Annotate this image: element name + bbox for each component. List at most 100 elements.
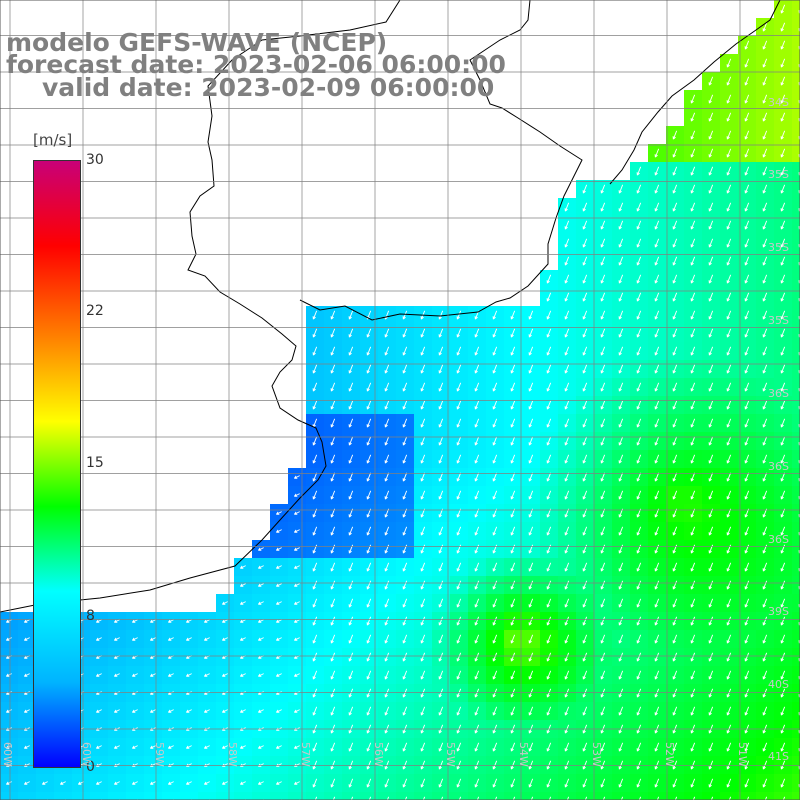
wind-arrow: [708, 778, 714, 788]
wind-arrow: [654, 364, 660, 374]
wind-arrow: [492, 490, 498, 500]
wind-arrow: [23, 745, 30, 749]
wind-arrow: [474, 778, 480, 788]
wind-arrow: [348, 454, 354, 464]
wind-arrow: [708, 184, 714, 194]
wind-arrow: [348, 760, 354, 770]
wind-arrow: [221, 709, 228, 713]
wind-arrow: [780, 346, 786, 356]
wind-cell: [792, 234, 800, 252]
wind-arrow: [420, 346, 426, 356]
wind-arrow: [744, 436, 750, 446]
wind-arrow: [528, 328, 534, 338]
wind-cell: [630, 792, 648, 800]
title-model: modelo GEFS-WAVE (NCEP): [6, 28, 388, 57]
wind-arrow: [600, 292, 606, 302]
wind-arrow: [762, 364, 768, 374]
wind-arrow: [510, 472, 516, 482]
wind-arrow: [654, 274, 660, 284]
lon-label: 57W: [299, 742, 312, 767]
wind-arrow: [366, 670, 372, 680]
wind-arrow: [348, 382, 354, 392]
wind-arrow: [546, 274, 552, 284]
wind-arrow: [672, 328, 678, 338]
wind-arrow: [330, 328, 336, 338]
wind-arrow: [762, 634, 768, 644]
wind-arrow: [764, 796, 768, 800]
wind-cell: [792, 18, 800, 36]
wind-arrow: [618, 562, 624, 572]
wind-cell: [792, 288, 800, 306]
wind-cell: [576, 792, 594, 800]
wind-arrow: [726, 220, 732, 230]
wind-arrow: [744, 490, 750, 500]
wind-arrow: [564, 598, 570, 608]
wind-arrow: [708, 688, 714, 698]
wind-arrow: [546, 688, 552, 698]
wind-arrow: [366, 436, 372, 446]
wind-arrow: [384, 562, 390, 572]
wind-arrow: [708, 112, 714, 122]
wind-arrow: [384, 580, 390, 590]
wind-arrow: [510, 616, 516, 626]
wind-arrow: [402, 418, 408, 428]
wind-arrow: [366, 418, 372, 428]
wind-arrow: [149, 763, 156, 767]
wind-arrow: [708, 274, 714, 284]
wind-arrow: [618, 418, 624, 428]
wind-arrow: [672, 166, 678, 176]
wind-arrow: [510, 580, 516, 590]
wind-arrow: [690, 400, 696, 410]
wind-arrow: [257, 583, 264, 587]
wind-arrow: [600, 310, 606, 320]
wind-arrow: [618, 328, 624, 338]
wind-arrow: [131, 745, 138, 749]
wind-arrow: [600, 436, 606, 446]
wind-arrow: [546, 634, 552, 644]
wind-arrow: [636, 256, 642, 266]
wind-cell: [270, 792, 288, 800]
wind-arrow: [708, 202, 714, 212]
wind-cell: [792, 72, 800, 90]
wind-arrow: [420, 472, 426, 482]
wind-arrow: [762, 472, 768, 482]
wind-arrow: [636, 220, 642, 230]
wind-arrow: [239, 781, 246, 785]
wind-arrow: [293, 529, 300, 533]
wind-arrow: [438, 598, 444, 608]
lat-label: 35S: [768, 314, 789, 327]
wind-arrow: [672, 760, 678, 770]
wind-arrow: [149, 619, 156, 623]
wind-arrow: [348, 742, 354, 752]
wind-arrow: [708, 238, 714, 248]
wind-arrow: [780, 292, 786, 302]
wind-arrow: [438, 778, 444, 788]
wind-arrow: [654, 346, 660, 356]
wind-arrow: [474, 328, 480, 338]
wind-arrow: [546, 364, 552, 374]
wind-arrow: [780, 526, 786, 536]
wind-arrow: [728, 796, 732, 800]
wind-arrow: [762, 76, 768, 86]
colorbar-tick-0: 0: [86, 759, 95, 775]
wind-arrow: [672, 778, 678, 788]
wind-arrow: [762, 418, 768, 428]
wind-arrow: [474, 634, 480, 644]
wind-arrow: [618, 760, 624, 770]
wind-arrow: [167, 709, 174, 713]
wind-arrow: [348, 328, 354, 338]
wind-arrow: [636, 706, 642, 716]
wind-arrow: [239, 673, 246, 677]
wind-arrow: [762, 148, 768, 158]
wind-arrow: [348, 670, 354, 680]
wind-arrow: [654, 256, 660, 266]
wind-arrow: [564, 292, 570, 302]
wind-arrow: [402, 688, 408, 698]
wind-arrow: [636, 166, 642, 176]
wind-arrow: [618, 238, 624, 248]
wind-arrow: [330, 616, 336, 626]
wind-arrow: [438, 760, 444, 770]
wind-arrow: [350, 796, 354, 800]
wind-arrow: [600, 256, 606, 266]
wind-arrow: [348, 778, 354, 788]
